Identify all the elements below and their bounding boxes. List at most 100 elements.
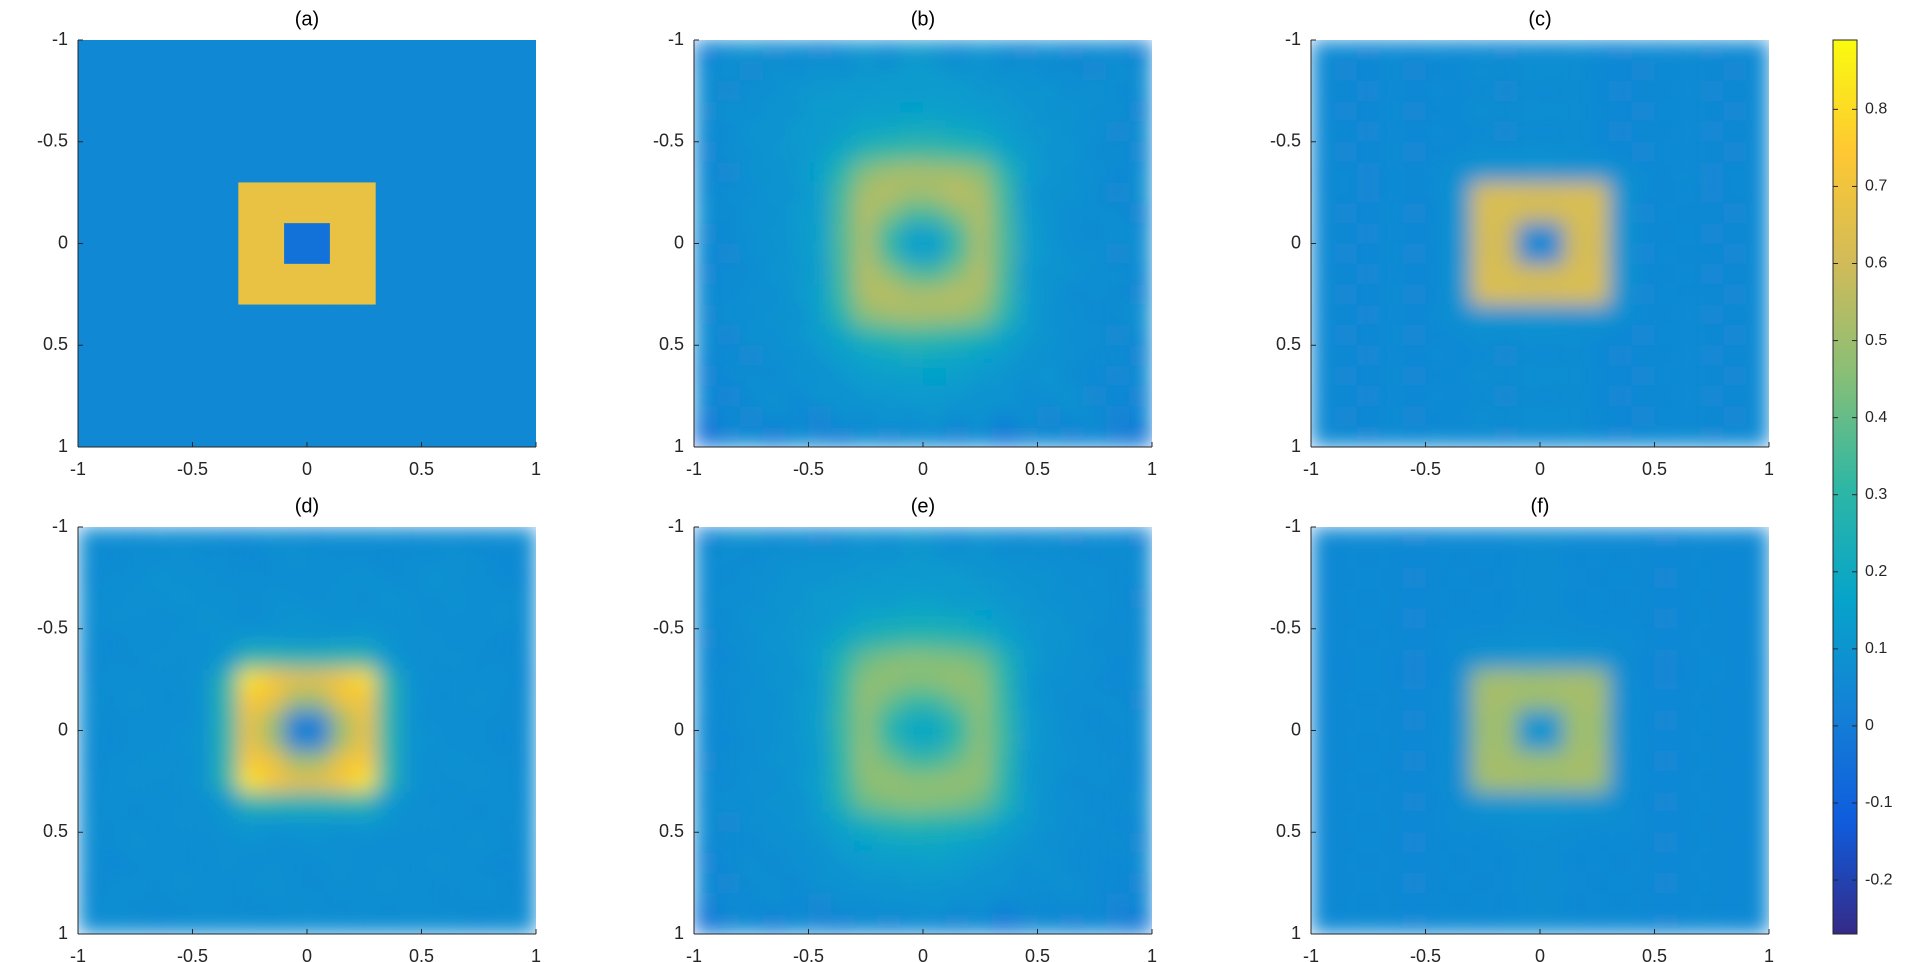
heat-cell — [421, 649, 445, 671]
heat-cell — [1471, 304, 1495, 326]
heat-cell — [1014, 121, 1039, 143]
heat-cell — [1608, 385, 1633, 407]
heat-cell — [694, 80, 718, 102]
heat-cell — [375, 893, 400, 915]
heat-cell — [968, 588, 993, 609]
heat-cell — [1723, 182, 1747, 204]
heat-cell — [1654, 101, 1678, 122]
heat-cell — [1746, 527, 1769, 548]
heat-cell — [146, 101, 171, 122]
heat-cell — [1585, 588, 1610, 609]
heat-cell — [1014, 832, 1039, 854]
heat-cell — [694, 628, 718, 650]
heat-cell — [1494, 304, 1518, 326]
heat-cell — [284, 771, 308, 793]
heat-cell — [923, 284, 947, 306]
heat-cell — [284, 121, 308, 143]
heat-cell — [1700, 324, 1724, 346]
heat-cell — [146, 162, 171, 184]
heat-cell — [146, 588, 171, 609]
heat-cell — [694, 689, 718, 711]
heat-cell — [513, 832, 536, 854]
heat-cell — [169, 263, 194, 285]
heat-cell — [78, 771, 102, 793]
heat-cell — [991, 628, 1016, 650]
heat-cell — [739, 121, 764, 143]
heat-cell — [1333, 852, 1358, 874]
heat-cell — [261, 771, 285, 793]
heat-cell — [945, 40, 970, 61]
heat-cell — [877, 284, 901, 306]
heat-cell — [513, 162, 536, 184]
heat-cell — [78, 649, 102, 671]
heat-cell — [1129, 832, 1152, 854]
heat-cell — [1106, 527, 1130, 548]
heat-cell — [1746, 852, 1769, 874]
heat-cell — [1448, 527, 1472, 548]
x-tick-label: 1 — [1147, 946, 1157, 962]
heat-cell — [1608, 365, 1633, 387]
heat-cell — [467, 730, 491, 752]
heat-cell — [831, 608, 855, 630]
heat-cell — [467, 182, 491, 204]
heat-cell — [1562, 832, 1587, 854]
x-tick-label: 0 — [918, 459, 928, 479]
heat-cell — [1083, 669, 1107, 691]
heat-cell — [877, 101, 901, 122]
heat-cell — [375, 730, 400, 752]
heat-cell — [192, 324, 216, 346]
heat-cell — [1608, 649, 1633, 671]
heat-cell — [785, 406, 810, 428]
heat-cell — [398, 243, 423, 265]
heat-cell — [78, 40, 102, 61]
heat-cell — [694, 567, 718, 589]
heat-cell — [1037, 750, 1061, 772]
heat-cell — [284, 811, 308, 833]
heat-cell — [215, 406, 239, 428]
heat-cell — [854, 628, 878, 650]
heat-cell — [1494, 669, 1518, 691]
heat-cell — [1585, 608, 1610, 630]
heat-cell — [1723, 121, 1747, 143]
heat-cell — [694, 710, 718, 732]
heat-cell — [1608, 628, 1633, 650]
heat-cell — [169, 284, 194, 306]
heat-cell — [261, 588, 285, 609]
heat-cell — [739, 324, 764, 346]
heat-cell — [1631, 771, 1656, 793]
heat-cell — [1037, 263, 1061, 285]
heat-cell — [146, 304, 171, 326]
heat-cell — [1700, 608, 1724, 630]
heat-cell — [467, 406, 491, 428]
heat-cell — [1425, 608, 1449, 630]
heat-cell — [968, 121, 993, 143]
heat-cell — [1333, 689, 1358, 711]
heat-cell — [1608, 567, 1633, 589]
heat-cell — [284, 101, 308, 122]
heat-cell — [831, 710, 855, 732]
heat-cell — [1654, 121, 1678, 143]
heat-cell — [854, 304, 878, 326]
heat-cell — [785, 345, 810, 367]
heat-cell — [1448, 406, 1472, 428]
heat-cell — [831, 284, 855, 306]
heat-cell — [1014, 223, 1039, 245]
heat-cell — [1106, 182, 1130, 204]
heat-cell — [1723, 872, 1747, 894]
heat-cell — [1311, 243, 1335, 265]
heat-cell — [1471, 608, 1495, 630]
heat-cell — [329, 426, 354, 447]
heat-cell — [1517, 791, 1541, 813]
heat-cell — [307, 162, 331, 184]
heat-cell — [1654, 669, 1678, 691]
heat-cell — [1746, 141, 1769, 163]
heat-cell — [739, 771, 764, 793]
heat-cell — [284, 304, 308, 326]
heat-cell — [1700, 385, 1724, 407]
heat-cell — [100, 628, 125, 650]
x-tick-label: -1 — [1303, 946, 1319, 962]
heat-cell — [1014, 811, 1039, 833]
heat-cell — [877, 385, 901, 407]
heat-cell — [1654, 608, 1678, 630]
heat-cell — [1014, 588, 1039, 609]
